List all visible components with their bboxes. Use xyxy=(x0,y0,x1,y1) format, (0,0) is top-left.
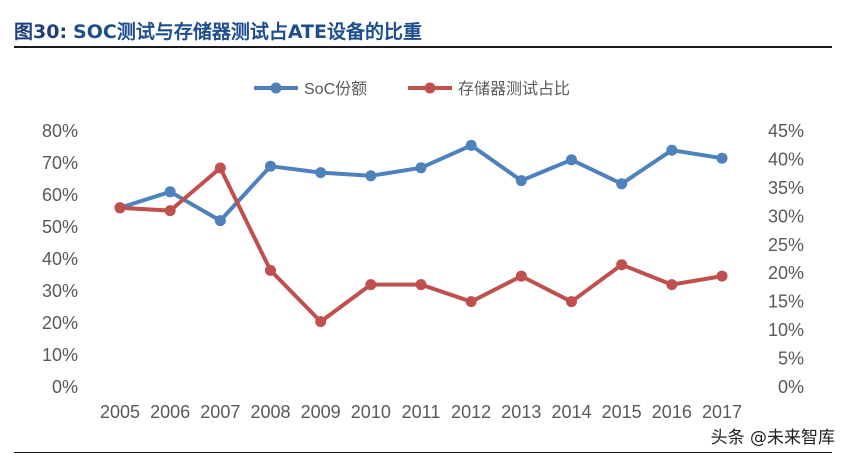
right-tick-label: 10% xyxy=(768,320,804,340)
x-tick-label: 2005 xyxy=(100,402,140,422)
data-point xyxy=(265,160,276,172)
x-axis: 2005 2006 2007 2008 2009 2010 2011 2012 2013 2014… xyxy=(100,402,742,422)
left-tick-label: 70% xyxy=(42,153,78,173)
data-point xyxy=(365,170,377,182)
left-tick-label: 60% xyxy=(42,185,78,205)
legend-label: SoC份额 xyxy=(304,80,367,98)
figure-label: 图30: xyxy=(14,21,68,43)
x-tick-label: 2016 xyxy=(652,402,692,422)
data-point xyxy=(566,296,577,308)
data-point xyxy=(315,316,327,328)
left-tick-label: 10% xyxy=(42,345,78,365)
legend: SoC份额 存储器测试占比 xyxy=(254,80,570,98)
x-tick-label: 2008 xyxy=(250,402,290,422)
data-point xyxy=(365,279,377,291)
right-tick-label: 0% xyxy=(778,377,804,397)
x-tick-label: 2014 xyxy=(551,402,591,422)
series-layer xyxy=(114,139,728,328)
bottom-divider xyxy=(14,452,832,453)
x-tick-label: 2012 xyxy=(451,402,491,422)
left-tick-label: 50% xyxy=(42,217,78,237)
x-tick-label: 2010 xyxy=(351,402,391,422)
legend-swatch-marker xyxy=(270,82,282,94)
data-point xyxy=(515,270,527,282)
title-divider xyxy=(14,46,832,48)
left-axis: 0% 10% 20% 30% 40% 50% 60% 70% 80% xyxy=(42,121,78,397)
data-point xyxy=(465,139,477,151)
data-point xyxy=(666,279,678,291)
right-tick-label: 20% xyxy=(768,263,804,283)
data-point xyxy=(265,264,276,276)
data-point xyxy=(465,296,477,308)
data-point xyxy=(415,162,427,174)
right-tick-label: 45% xyxy=(768,121,804,141)
left-tick-label: 30% xyxy=(42,281,78,301)
series-line-0 xyxy=(118,143,724,223)
data-point xyxy=(164,205,176,217)
right-tick-label: 40% xyxy=(768,149,804,169)
left-tick-label: 20% xyxy=(42,313,78,333)
figure-title: 图30: SOC测试与存储器测试占ATE设备的比重 xyxy=(14,17,422,44)
right-tick-label: 15% xyxy=(768,292,804,312)
x-tick-label: 2009 xyxy=(301,402,341,422)
data-point xyxy=(566,154,577,166)
data-point xyxy=(315,167,327,179)
left-tick-label: 40% xyxy=(42,249,78,269)
left-tick-label: 80% xyxy=(42,121,78,141)
right-tick-label: 5% xyxy=(778,349,804,369)
figure-title-text: SOC测试与存储器测试占ATE设备的比重 xyxy=(73,21,422,43)
data-point xyxy=(616,178,628,190)
data-point xyxy=(114,202,126,214)
right-axis: 0% 5% 10% 15% 20% 25% 30% 35% 40% 45% xyxy=(768,121,804,397)
x-tick-label: 2006 xyxy=(150,402,190,422)
right-tick-label: 25% xyxy=(768,235,804,255)
data-point xyxy=(716,152,728,164)
data-point xyxy=(214,215,226,227)
data-point xyxy=(415,279,427,291)
left-tick-label: 0% xyxy=(52,377,78,397)
right-tick-label: 35% xyxy=(768,178,804,198)
x-tick-label: 2011 xyxy=(402,402,441,422)
x-tick-label: 2017 xyxy=(702,402,742,422)
data-point xyxy=(716,270,728,282)
x-tick-label: 2007 xyxy=(200,402,240,422)
x-tick-label: 2015 xyxy=(602,402,642,422)
data-point xyxy=(616,259,628,271)
right-tick-label: 30% xyxy=(768,206,804,226)
watermark: 头条 @未来智库 xyxy=(710,428,835,448)
data-point xyxy=(666,144,678,156)
data-point xyxy=(515,175,527,187)
data-point xyxy=(164,186,176,198)
x-tick-label: 2013 xyxy=(501,402,541,422)
data-point xyxy=(214,162,226,174)
legend-swatch-marker xyxy=(424,82,436,94)
series-line-1 xyxy=(118,166,724,324)
legend-label: 存储器测试占比 xyxy=(458,80,570,98)
